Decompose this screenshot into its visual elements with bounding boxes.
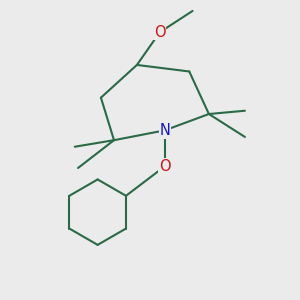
Text: N: N xyxy=(159,123,170,138)
Text: O: O xyxy=(159,159,170,174)
Text: O: O xyxy=(154,25,166,40)
